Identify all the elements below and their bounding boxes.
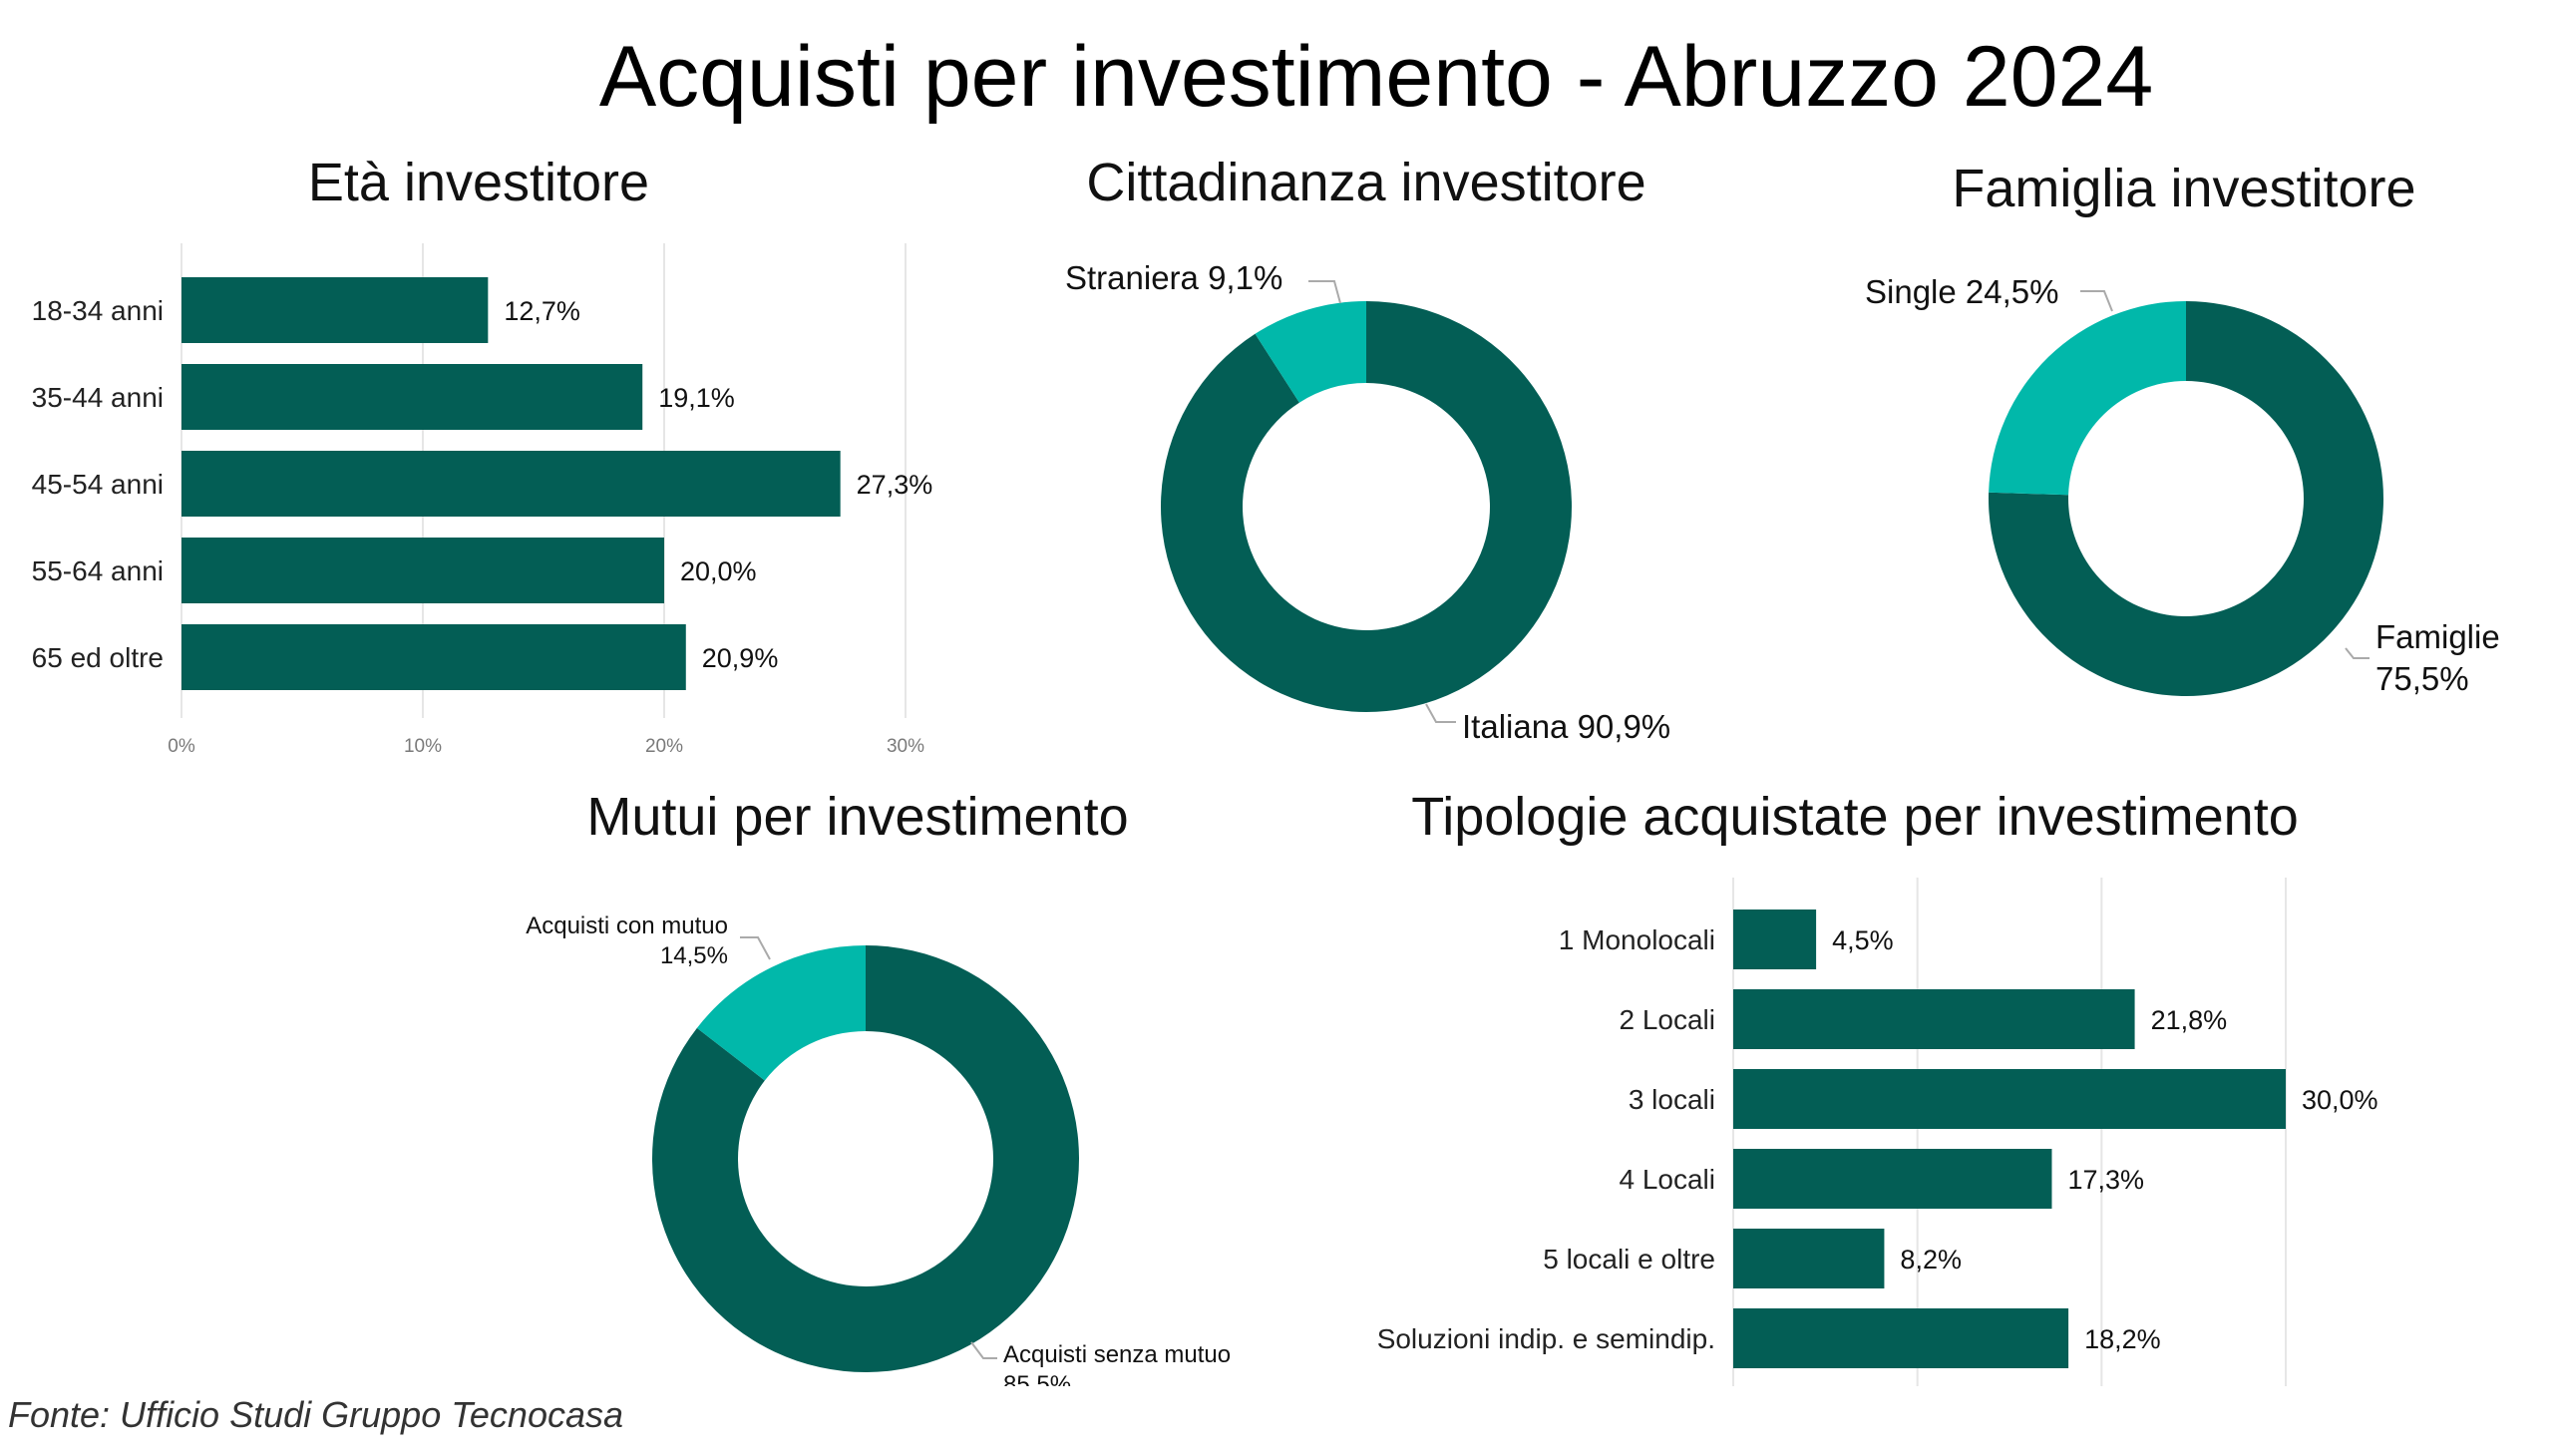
age-value-label: 20,9% (702, 643, 779, 673)
family-slice-label: Single 24,5% (1865, 273, 2058, 310)
types-category-label: 3 locali (1629, 1084, 1715, 1115)
citizenship-slice-label: Italiana 90,9% (1462, 708, 1670, 745)
age-x-tick-label: 10% (404, 736, 442, 757)
age-category-label: 35-44 anni (32, 382, 164, 413)
types-value-label: 4,5% (1832, 925, 1894, 955)
family-slice-minor (1989, 301, 2186, 496)
mortgage-chart-title: Mutui per investimento (586, 787, 1129, 847)
age-x-tick-label: 20% (645, 736, 683, 757)
family-leader-line (2080, 290, 2113, 312)
family-slice-value: 75,5% (2375, 660, 2469, 697)
types-bar (1733, 989, 2135, 1049)
age-category-label: 45-54 anni (32, 469, 164, 500)
age-chart-title: Età investitore (307, 153, 650, 212)
types-bar (1733, 1308, 2069, 1368)
age-bar (182, 451, 841, 517)
age-bar (182, 624, 686, 690)
types-chart-title: Tipologie acquistate per investimento (1411, 787, 2299, 847)
mortgage-slice-label: Acquisti con mutuo (526, 912, 728, 939)
age-value-label: 12,7% (504, 296, 580, 326)
mortgage-leader-line (970, 1341, 997, 1359)
age-value-label: 20,0% (680, 556, 757, 586)
types-value-label: 21,8% (2151, 1005, 2228, 1035)
types-value-label: 17,3% (2067, 1165, 2144, 1195)
charts-canvas: 0% 10% 20% 30% 18-34 anni 12,7% 35-44 anni 19,1… (32, 243, 2500, 1386)
citizenship-slice-label: Straniera 9,1% (1065, 259, 1282, 296)
citizenship-leader-line (1308, 280, 1341, 304)
source-note: Fonte: Ufficio Studi Gruppo Tecnocasa (8, 1394, 624, 1435)
types-category-label: Soluzioni indip. e semindip. (1377, 1323, 1715, 1354)
types-bar (1733, 1229, 1885, 1288)
mortgage-slice-main (651, 945, 1079, 1373)
age-category-label: 55-64 anni (32, 555, 164, 586)
citizenship-chart-title: Cittadinanza investitore (1086, 153, 1646, 212)
types-category-label: 5 locali e oltre (1543, 1244, 1715, 1274)
family-slice-main (1988, 301, 2383, 696)
mortgage-slice-minor (696, 945, 866, 1081)
age-category-label: 18-34 anni (32, 295, 164, 326)
types-bar (1733, 1149, 2052, 1209)
types-category-label: 2 Locali (1619, 1004, 1715, 1035)
types-category-label: 1 Monolocali (1559, 924, 1715, 955)
types-value-label: 8,2% (1900, 1245, 1962, 1274)
types-value-label: 30,0% (2302, 1085, 2378, 1115)
types-bar (1733, 1069, 2286, 1129)
age-value-label: 27,3% (857, 470, 933, 500)
age-bar (182, 538, 664, 603)
mortgage-slice-label: Acquisti senza mutuo (1003, 1341, 1231, 1368)
mortgage-slice-value: 14,5% (660, 942, 728, 969)
age-bar (182, 277, 489, 343)
types-value-label: 18,2% (2084, 1324, 2161, 1354)
family-slice-label: Famiglie (2375, 618, 2500, 655)
age-category-label: 65 ed oltre (32, 642, 164, 673)
citizenship-slice-minor (1255, 301, 1366, 403)
age-value-label: 19,1% (658, 383, 735, 413)
age-bar (182, 364, 643, 430)
types-bar (1733, 910, 1817, 969)
types-category-label: 4 Locali (1619, 1164, 1715, 1195)
age-x-tick-label: 0% (168, 736, 195, 757)
main-title: Acquisti per investimento - Abruzzo 2024 (598, 29, 2154, 125)
age-x-tick-label: 30% (887, 736, 924, 757)
mortgage-leader-line (740, 936, 771, 960)
family-chart-title: Famiglia investitore (1952, 159, 2416, 218)
family-leader-line (2345, 647, 2370, 659)
citizenship-slice-main (1161, 301, 1572, 712)
mortgage-slice-value: 85,5% (1003, 1371, 1071, 1386)
citizenship-leader-line (1425, 703, 1456, 723)
